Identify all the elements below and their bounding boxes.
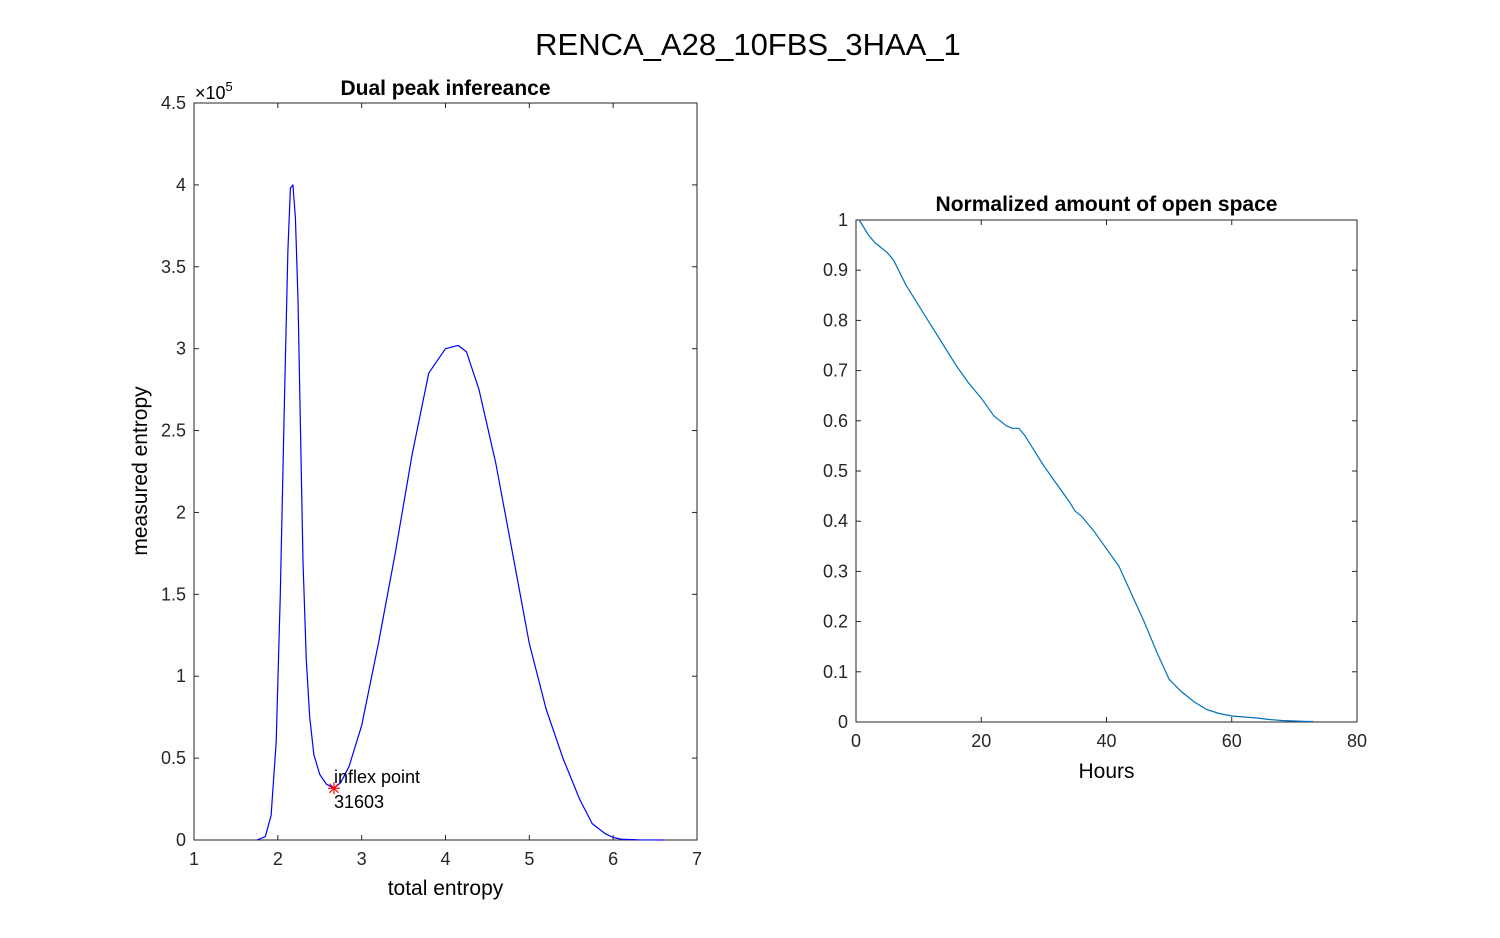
x-tick-label: 4 <box>440 849 450 869</box>
y-tick-label: 3.5 <box>161 257 186 277</box>
chart-dual-peak: Dual peak infereance total entropy measu… <box>129 77 702 900</box>
chart-open-space: Normalized amount of open space Hours 0 2… <box>823 193 1367 783</box>
chart-dual-peak-y-exponent: ×105 <box>195 79 233 103</box>
y-tick-label: 1.5 <box>161 584 186 604</box>
figure-title: RENCA_A28_10FBS_3HAA_1 <box>535 27 961 62</box>
x-tick-label: 5 <box>524 849 534 869</box>
y-tick-label: 2 <box>176 502 186 522</box>
y-exponent-base: ×10 <box>195 83 226 103</box>
y-tick-label: 0 <box>838 712 848 732</box>
chart-open-space-xlabel: Hours <box>1078 760 1134 783</box>
y-tick-label: 3 <box>176 339 186 359</box>
marker-stroke <box>329 783 339 794</box>
x-tick-label: 20 <box>971 731 991 751</box>
y-tick-label: 0.5 <box>161 748 186 768</box>
x-tick-label: 1 <box>189 849 199 869</box>
x-tick-label: 6 <box>608 849 618 869</box>
x-tick-label: 80 <box>1347 731 1367 751</box>
y-tick-label: 0 <box>176 830 186 850</box>
series-line <box>256 184 664 841</box>
chart-dual-peak-xlabel: total entropy <box>388 877 504 900</box>
y-tick-label: 0.3 <box>823 561 848 581</box>
y-exponent-power: 5 <box>226 79 233 94</box>
x-tick-label: 3 <box>357 849 367 869</box>
y-tick-label: 2.5 <box>161 421 186 441</box>
series-line <box>858 219 1314 723</box>
y-tick-label: 0.7 <box>823 361 848 381</box>
y-tick-label: 4 <box>176 175 186 195</box>
x-tick-label: 60 <box>1222 731 1242 751</box>
annotation-label: inflex point <box>334 767 420 787</box>
y-tick-label: 0.8 <box>823 310 848 330</box>
y-tick-label: 1 <box>838 210 848 230</box>
chart-open-space-title: Normalized amount of open space <box>936 193 1278 216</box>
chart-dual-peak-title: Dual peak infereance <box>340 77 550 100</box>
plot-box <box>193 102 698 841</box>
y-tick-label: 0.2 <box>823 612 848 632</box>
inflex-marker <box>328 782 341 795</box>
x-tick-label: 2 <box>273 849 283 869</box>
y-tick-label: 1 <box>176 666 186 686</box>
annotation-value: 31603 <box>334 792 384 812</box>
x-tick-label: 7 <box>692 849 702 869</box>
y-tick-label: 0.6 <box>823 411 848 431</box>
y-tick-label: 4.5 <box>161 93 186 113</box>
y-tick-label: 0.9 <box>823 260 848 280</box>
x-tick-label: 0 <box>851 731 861 751</box>
y-tick-label: 0.1 <box>823 662 848 682</box>
chart-dual-peak-ylabel: measured entropy <box>129 386 152 556</box>
y-tick-label: 0.4 <box>823 511 848 531</box>
x-tick-label: 40 <box>1096 731 1116 751</box>
plot-box <box>855 219 1358 723</box>
y-tick-label: 0.5 <box>823 461 848 481</box>
